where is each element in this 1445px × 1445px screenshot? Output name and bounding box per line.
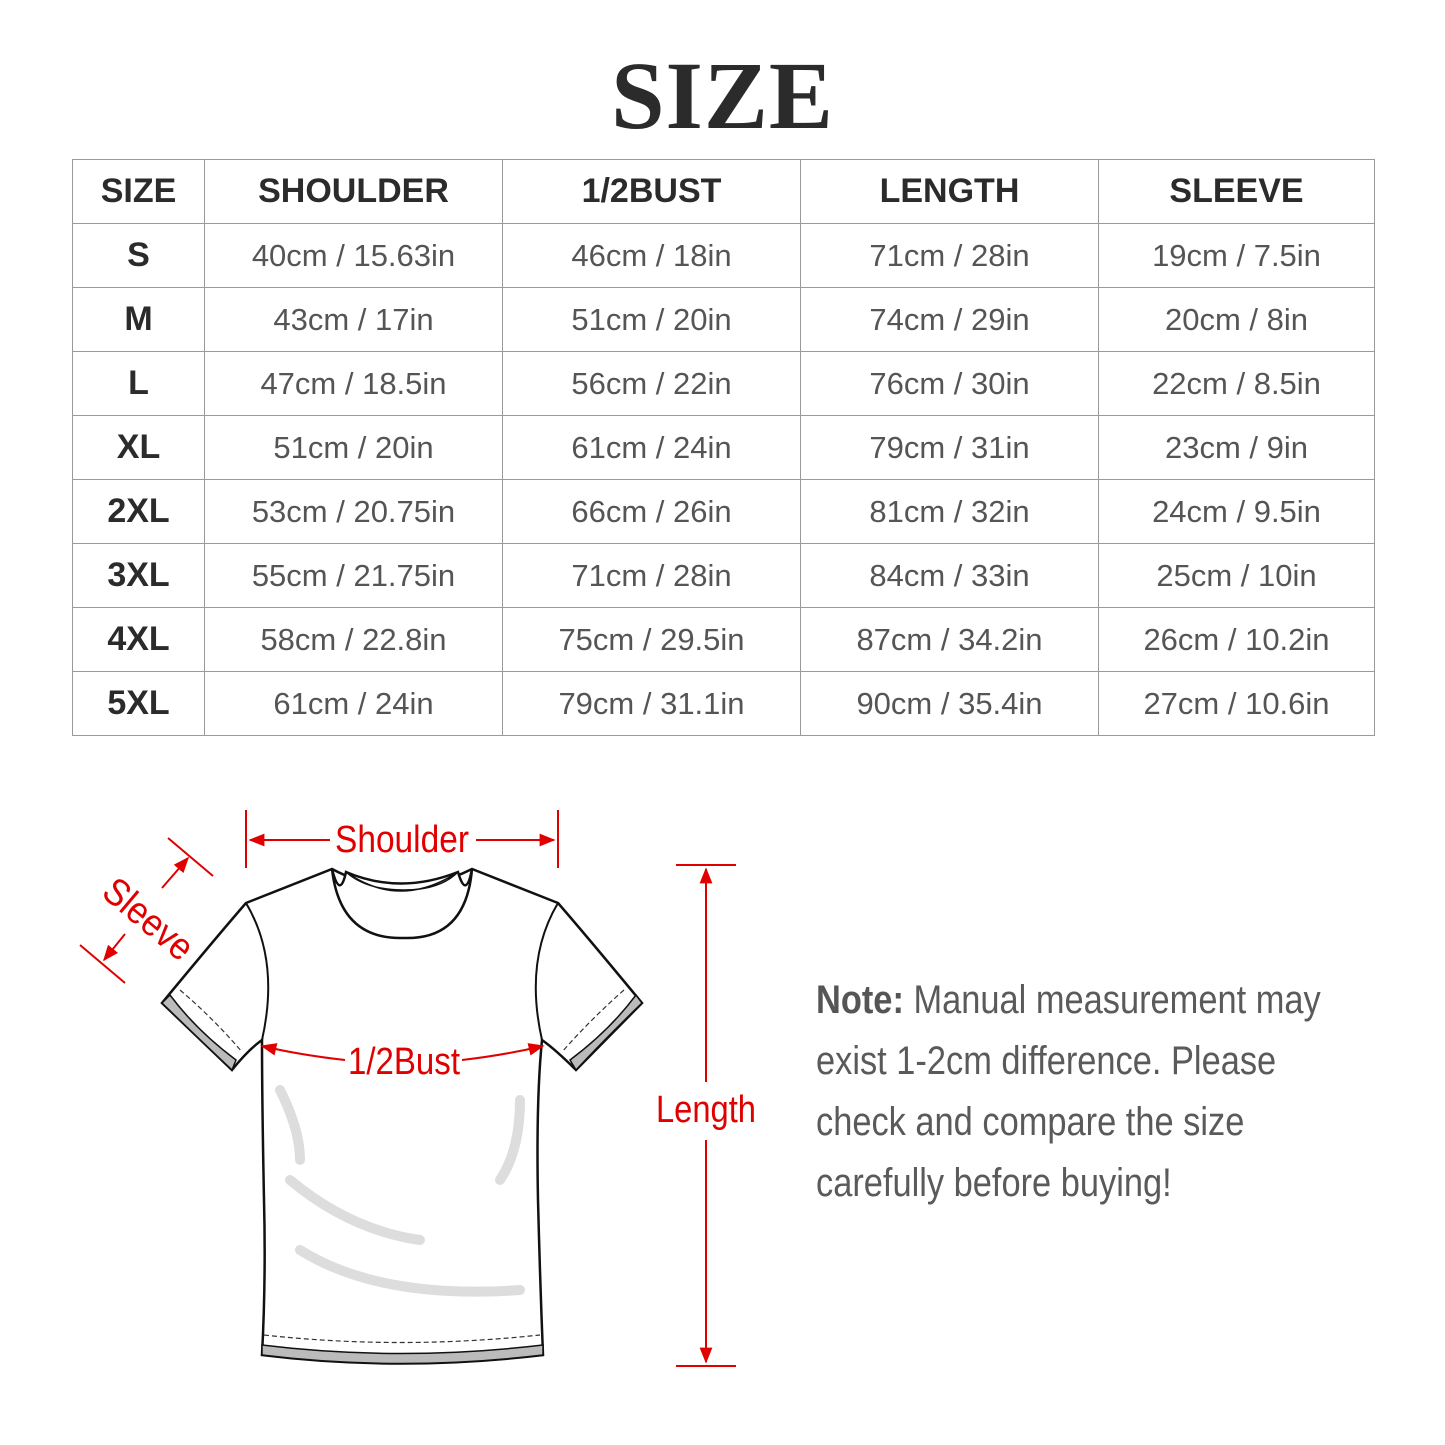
measurement-cell: 71cm / 28in — [800, 223, 1099, 288]
size-cell: S — [72, 223, 205, 288]
table-row: 5XL 61cm / 24in 79cm / 31.1in 90cm / 35.4in… — [72, 671, 1375, 736]
table-row: 4XL 58cm / 22.8in 75cm / 29.5in 87cm / 34.2… — [72, 607, 1375, 672]
shoulder-label: Shoulder — [335, 819, 469, 861]
measurement-cell: 25cm / 10in — [1098, 543, 1375, 608]
measurement-cell: 55cm / 21.75in — [204, 543, 503, 608]
measurement-cell: 81cm / 32in — [800, 479, 1099, 544]
table-row: M 43cm / 17in 51cm / 20in 74cm / 29in 20cm /… — [72, 287, 1375, 352]
column-header: SLEEVE — [1098, 159, 1375, 224]
measurement-cell: 47cm / 18.5in — [204, 351, 503, 416]
length-measure: Length — [656, 864, 756, 1367]
size-table: SIZE SHOULDER 1/2BUST LENGTH SLEEVE S 40cm / … — [72, 159, 1375, 736]
measurement-cell: 61cm / 24in — [502, 415, 801, 480]
measurement-cell: 20cm / 8in — [1098, 287, 1375, 352]
measurement-cell: 84cm / 33in — [800, 543, 1099, 608]
table-row: XL 51cm / 20in 61cm / 24in 79cm / 31in 23cm … — [72, 415, 1375, 480]
measurement-cell: 75cm / 29.5in — [502, 607, 801, 672]
length-label: Length — [656, 1089, 756, 1131]
measurement-cell: 61cm / 24in — [204, 671, 503, 736]
tshirt-diagram: Shoulder Sleeve 1/2Bust Length — [79, 810, 756, 1367]
measurement-cell: 51cm / 20in — [204, 415, 503, 480]
column-header: SHOULDER — [204, 159, 503, 224]
note-label: Note: — [816, 978, 904, 1022]
measurement-cell: 71cm / 28in — [502, 543, 801, 608]
measurement-cell: 51cm / 20in — [502, 287, 801, 352]
table-row: 3XL 55cm / 21.75in 71cm / 28in 84cm / 33in 2… — [72, 543, 1375, 608]
size-cell: XL — [72, 415, 205, 480]
table-row: 2XL 53cm / 20.75in 66cm / 26in 81cm / 32in 2… — [72, 479, 1375, 544]
measurement-cell: 79cm / 31in — [800, 415, 1099, 480]
table-row: S 40cm / 15.63in 46cm / 18in 71cm / 28in 19c… — [72, 223, 1375, 288]
sleeve-measure: Sleeve — [79, 837, 214, 984]
size-cell: 5XL — [72, 671, 205, 736]
bust-measure: 1/2Bust — [260, 1041, 545, 1083]
size-cell: 2XL — [72, 479, 205, 544]
size-cell: 4XL — [72, 607, 205, 672]
size-cell: M — [72, 287, 205, 352]
note-text: Note: Manual measurement may exist 1-2cm… — [816, 970, 1332, 1214]
shoulder-measure: Shoulder — [245, 810, 559, 868]
note-line: exist 1-2cm difference. Please — [816, 1039, 1277, 1083]
measurement-cell: 66cm / 26in — [502, 479, 801, 544]
measurement-cell: 56cm / 22in — [502, 351, 801, 416]
size-cell: 3XL — [72, 543, 205, 608]
table-header-row: SIZE SHOULDER 1/2BUST LENGTH SLEEVE — [72, 159, 1375, 224]
measurement-cell: 24cm / 9.5in — [1098, 479, 1375, 544]
column-header: 1/2BUST — [502, 159, 801, 224]
bust-label: 1/2Bust — [348, 1041, 460, 1083]
note-line: Manual measurement may — [903, 978, 1321, 1022]
sleeve-label: Sleeve — [94, 870, 201, 970]
measurement-cell: 74cm / 29in — [800, 287, 1099, 352]
measurement-cell: 26cm / 10.2in — [1098, 607, 1375, 672]
size-cell: L — [72, 351, 205, 416]
column-header: SIZE — [72, 159, 205, 224]
table-row: L 47cm / 18.5in 56cm / 22in 76cm / 30in 22cm… — [72, 351, 1375, 416]
measurement-cell: 53cm / 20.75in — [204, 479, 503, 544]
column-header: LENGTH — [800, 159, 1099, 224]
note-line: check and compare the size — [816, 1100, 1245, 1144]
measurement-cell: 40cm / 15.63in — [204, 223, 503, 288]
measurement-cell: 43cm / 17in — [204, 287, 503, 352]
measurement-cell: 19cm / 7.5in — [1098, 223, 1375, 288]
measurement-cell: 23cm / 9in — [1098, 415, 1375, 480]
measurement-cell: 76cm / 30in — [800, 351, 1099, 416]
measurement-cell: 22cm / 8.5in — [1098, 351, 1375, 416]
measurement-cell: 79cm / 31.1in — [502, 671, 801, 736]
measurement-cell: 27cm / 10.6in — [1098, 671, 1375, 736]
measurement-cell: 58cm / 22.8in — [204, 607, 503, 672]
measurement-cell: 87cm / 34.2in — [800, 607, 1099, 672]
page-title: SIZE — [611, 42, 834, 149]
measurement-cell: 90cm / 35.4in — [800, 671, 1099, 736]
note-line: carefully before buying! — [816, 1161, 1172, 1205]
tshirt-icon — [160, 867, 644, 1365]
measurement-cell: 46cm / 18in — [502, 223, 801, 288]
